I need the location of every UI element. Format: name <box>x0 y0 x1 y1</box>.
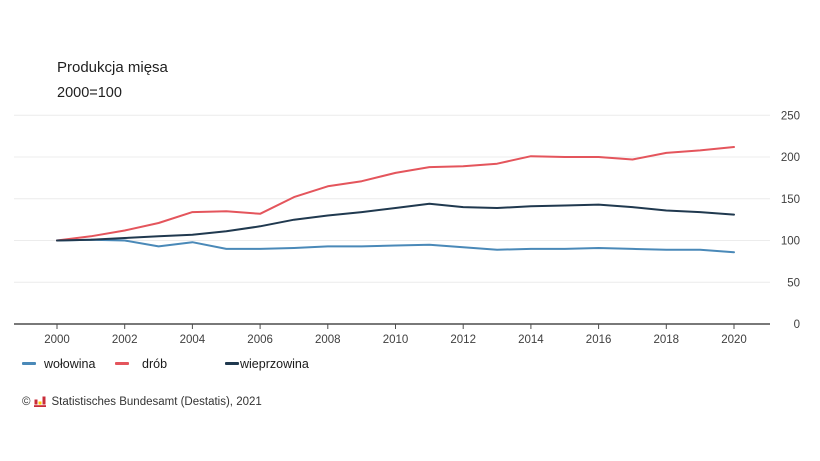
x-axis-tick-label: 2010 <box>383 334 409 346</box>
legend-swatch-wieprzowina-icon <box>225 362 239 365</box>
x-axis-tick-label: 2006 <box>247 334 273 346</box>
x-axis-tick-label: 2012 <box>450 334 476 346</box>
x-axis-tick-label: 2008 <box>315 334 341 346</box>
legend-label: wieprzowina <box>240 356 309 371</box>
legend-label: drób <box>142 356 168 371</box>
legend-item-drob[interactable]: drób <box>115 355 167 372</box>
y-axis-tick-label: 150 <box>781 194 800 206</box>
series-line-wieprzowina[interactable] <box>56 202 735 242</box>
x-axis-tick-label: 2016 <box>586 334 612 346</box>
x-axis-tick-label: 2018 <box>654 334 680 346</box>
chart-header: Produkcja mięsa 2000=100 <box>57 59 168 101</box>
legend-item-wolowina[interactable]: wołowina <box>22 355 95 372</box>
legend-item-wieprzowina[interactable]: wieprzowina <box>225 355 309 372</box>
x-axis-tick-label: 2000 <box>44 334 70 346</box>
source-attribution: © Statistisches Bundesamt (Destatis), 20… <box>22 395 262 409</box>
y-axis-tick-label: 100 <box>781 236 800 248</box>
source-text: Statistisches Bundesamt (Destatis), 2021 <box>51 396 262 408</box>
y-axis-tick-label: 50 <box>787 277 800 289</box>
y-axis-tick-label: 250 <box>781 110 800 122</box>
y-axis-tick-label: 0 <box>794 319 800 331</box>
legend-swatch-wolowina-icon <box>22 362 36 365</box>
chart-subtitle: 2000=100 <box>57 84 122 101</box>
legend-label: wołowina <box>44 356 96 371</box>
series-line-wolowina[interactable] <box>56 238 735 254</box>
y-axis-tick-label: 200 <box>781 152 800 164</box>
series-line-drob[interactable] <box>56 146 735 242</box>
legend-swatch-drob-icon <box>115 362 129 365</box>
x-axis-tick-label: 2002 <box>112 334 138 346</box>
x-axis-tick-label: 2020 <box>721 334 747 346</box>
destatis-bar-chart-icon <box>34 396 47 410</box>
chart-legend: wołowina drób wieprzowina <box>0 355 820 373</box>
x-axis-tick-label: 2004 <box>180 334 206 346</box>
x-axis-tick-label: 2014 <box>518 334 544 346</box>
chart-title: Produkcja mięsa <box>57 59 168 76</box>
copyright-symbol: © <box>22 396 31 408</box>
